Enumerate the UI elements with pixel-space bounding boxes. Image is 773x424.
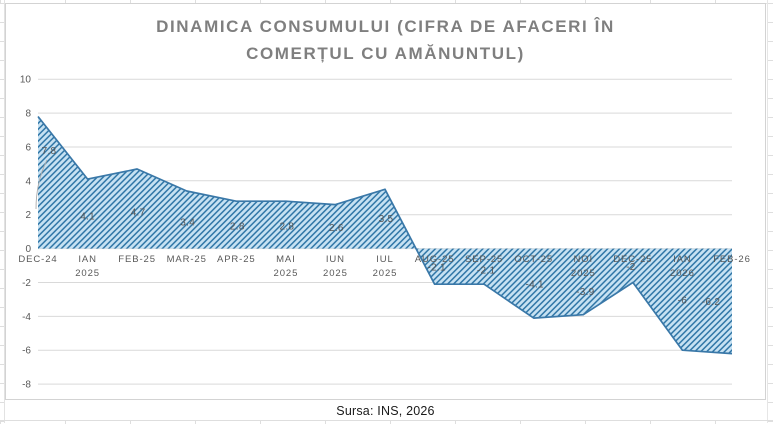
svg-text:3.5: 3.5 xyxy=(379,214,394,225)
svg-text:4.1: 4.1 xyxy=(80,212,95,223)
svg-text:2025: 2025 xyxy=(75,268,100,279)
area-series[interactable] xyxy=(38,117,732,354)
svg-text:2025: 2025 xyxy=(274,268,299,279)
source-note-cell[interactable]: Sursa: INS, 2026 xyxy=(5,401,766,420)
svg-text:2.8: 2.8 xyxy=(230,222,245,233)
spreadsheet-gridlines-right xyxy=(767,0,773,423)
svg-text:FEB-26: FEB-26 xyxy=(713,254,751,265)
svg-text:IUL: IUL xyxy=(376,254,393,265)
svg-text:FEB-25: FEB-25 xyxy=(118,254,156,265)
svg-text:-2: -2 xyxy=(22,278,31,289)
svg-text:2025: 2025 xyxy=(571,268,596,279)
svg-text:4.7: 4.7 xyxy=(131,208,146,219)
svg-text:8: 8 xyxy=(25,109,31,120)
source-note-text: Sursa: INS, 2026 xyxy=(336,404,434,418)
y-axis-labels: 10 8 6 4 2 0 -2 -4 -6 -8 xyxy=(20,75,32,391)
svg-text:2026: 2026 xyxy=(670,268,695,279)
svg-text:2.6: 2.6 xyxy=(329,223,344,234)
svg-text:SEP-25: SEP-25 xyxy=(465,254,503,265)
svg-text:2: 2 xyxy=(25,210,31,221)
svg-text:-3.9: -3.9 xyxy=(576,287,595,298)
svg-text:-4.1: -4.1 xyxy=(525,280,544,291)
svg-text:-8: -8 xyxy=(22,380,31,391)
svg-text:DEC-24: DEC-24 xyxy=(18,254,57,265)
svg-text:DEC-25: DEC-25 xyxy=(613,254,652,265)
svg-text:MAR-25: MAR-25 xyxy=(167,254,207,265)
svg-text:IUN: IUN xyxy=(326,254,345,265)
svg-text:-6: -6 xyxy=(22,346,31,357)
svg-text:3.4: 3.4 xyxy=(180,218,195,229)
svg-text:IAN: IAN xyxy=(673,254,692,265)
spreadsheet-row-line-bottom xyxy=(0,420,773,424)
chart-object[interactable]: DINAMICA CONSUMULUI (CIFRA DE AFACERI ÎN… xyxy=(5,3,766,400)
svg-text:4: 4 xyxy=(25,176,31,187)
svg-text:2025: 2025 xyxy=(323,268,348,279)
svg-text:6: 6 xyxy=(25,143,31,154)
svg-text:APR-25: APR-25 xyxy=(217,254,256,265)
svg-text:AUG-25: AUG-25 xyxy=(415,254,455,265)
svg-text:-6.2: -6.2 xyxy=(702,297,721,308)
svg-text:NOI: NOI xyxy=(574,254,594,265)
svg-text:IAN: IAN xyxy=(78,254,97,265)
svg-text:OCT-25: OCT-25 xyxy=(514,254,553,265)
svg-text:2.8: 2.8 xyxy=(279,222,294,233)
svg-text:0: 0 xyxy=(25,244,31,255)
svg-text:-2.1: -2.1 xyxy=(477,266,496,277)
svg-text:-6: -6 xyxy=(678,296,688,307)
svg-text:-4: -4 xyxy=(22,312,31,323)
svg-text:2025: 2025 xyxy=(373,268,398,279)
svg-text:7.8: 7.8 xyxy=(42,146,57,157)
svg-text:10: 10 xyxy=(20,75,32,86)
svg-text:MAI: MAI xyxy=(276,254,296,265)
